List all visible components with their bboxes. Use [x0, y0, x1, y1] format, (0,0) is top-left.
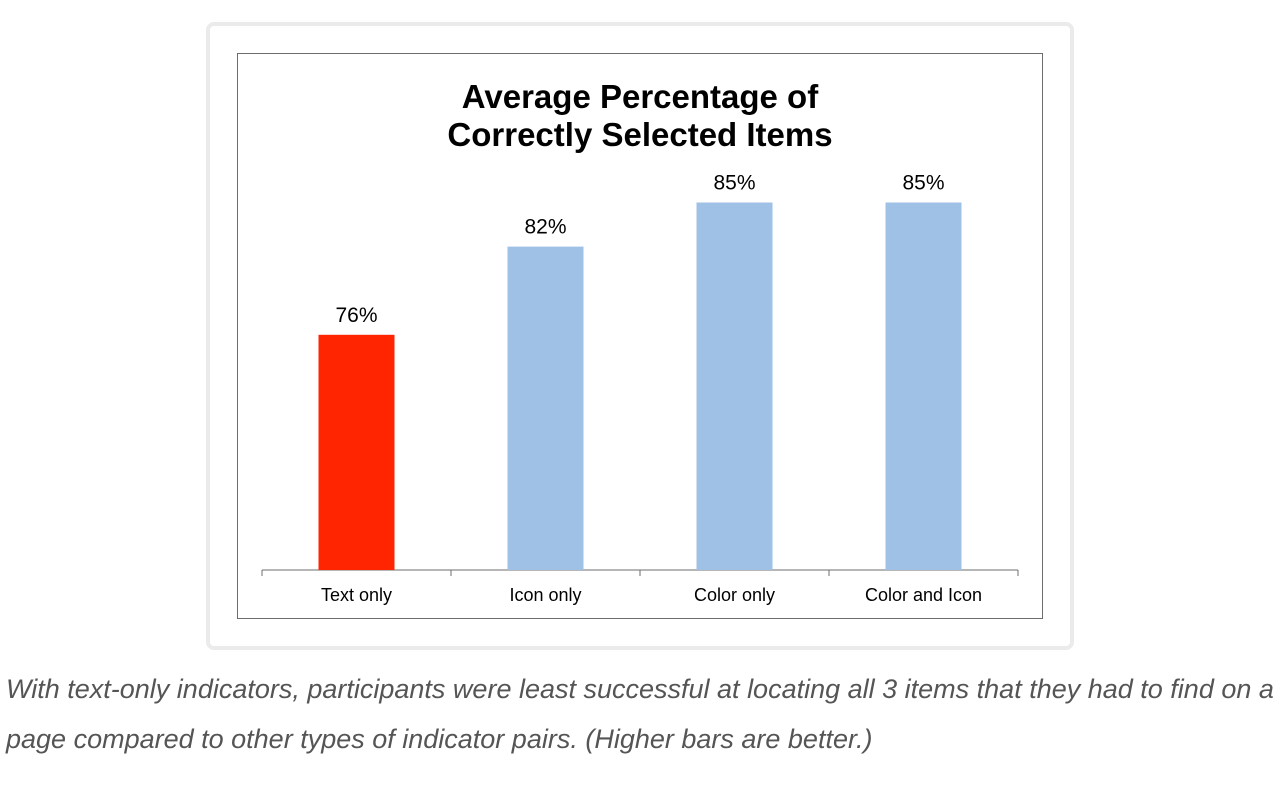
figure-caption: With text-only indicators, participants … — [6, 674, 1274, 754]
bar — [696, 202, 773, 570]
data-label: 76% — [335, 304, 377, 327]
x-tick-label: Text only — [321, 585, 392, 605]
x-tick-label: Icon only — [509, 585, 581, 605]
chart-title-line-1: Average Percentage of — [462, 78, 819, 115]
data-label: 85% — [902, 172, 944, 195]
x-tick-label: Color only — [694, 585, 775, 605]
data-label: 85% — [713, 172, 755, 195]
data-label: 82% — [524, 216, 566, 239]
bar — [507, 246, 584, 570]
bar — [318, 334, 395, 570]
chart-canvas: Average Percentage of Correctly Selected… — [261, 78, 1019, 605]
bar-chart: Average Percentage of Correctly Selected… — [237, 53, 1043, 619]
x-tick-label: Color and Icon — [865, 585, 982, 605]
bar — [885, 202, 962, 570]
chart-title-line-2: Correctly Selected Items — [447, 116, 832, 153]
